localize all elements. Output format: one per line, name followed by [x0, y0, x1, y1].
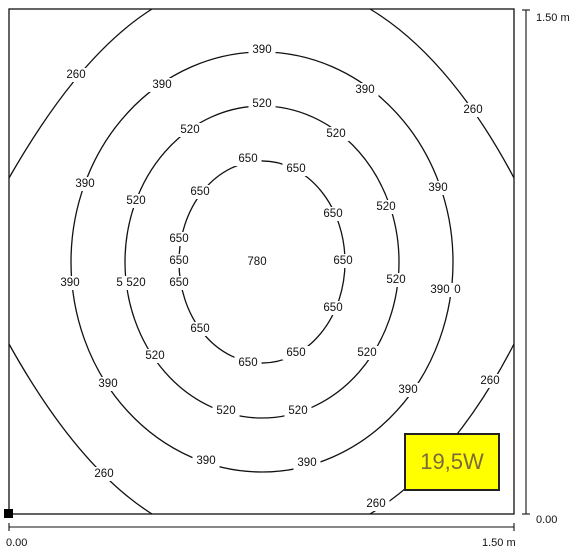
contour-labels: 780 650 650 650 650 650 650 650 650 650 650 650 650 5… — [56, 43, 504, 511]
contour-label-bg — [165, 254, 193, 268]
contour-label-bg — [284, 404, 312, 418]
contour-label-390: 390 — [355, 84, 374, 96]
contour-label-bg — [212, 404, 240, 418]
contour-label-bg — [192, 454, 220, 468]
contour-label-390: 390 — [152, 79, 171, 91]
contour-label-390: 390 — [75, 178, 94, 190]
contour-label-bg — [165, 276, 193, 290]
x-axis-max-label: 1.50 m — [482, 537, 516, 549]
contour-label-650: 650 — [286, 347, 305, 359]
contour-label-bg — [122, 276, 150, 290]
contour-label-bg — [319, 207, 347, 221]
contour-label-bg — [372, 200, 400, 214]
contour-label-bg — [424, 181, 452, 195]
contour-label-bg — [319, 301, 347, 315]
contour-label-520: 520 — [376, 201, 395, 213]
contour-label-650: 650 — [323, 302, 342, 314]
contour-label-520: 520 — [216, 405, 235, 417]
contour-label-650: 650 — [238, 357, 257, 369]
contour-label-650: 650 — [169, 255, 188, 267]
contour-label-bg — [329, 254, 357, 268]
contour-label-bg — [426, 283, 454, 297]
contour-label-260: 260 — [66, 69, 85, 81]
contour-label-390: 390 — [398, 384, 417, 396]
contour-label-bg — [248, 43, 276, 57]
contour-260-bottom-left — [8, 343, 153, 515]
contour-label-520: 520 — [288, 405, 307, 417]
y-axis-max-label: 1.50 m — [536, 12, 570, 24]
contour-label-780: 780 — [247, 256, 266, 268]
power-badge: 19,5W — [404, 433, 500, 491]
contour-label-520: 520 — [180, 124, 199, 136]
contour-label-bg — [94, 377, 122, 391]
contour-label-bg — [56, 276, 84, 290]
contour-label-650: 650 — [169, 277, 188, 289]
contour-label-650: 650 — [190, 186, 209, 198]
contour-label-bg — [459, 103, 487, 117]
contour-260-top-left — [8, 8, 153, 179]
contour-label-bg — [476, 374, 504, 388]
contour-label-bg — [351, 83, 379, 97]
contour-label-bg — [248, 97, 276, 111]
contour-label-bg — [62, 68, 90, 82]
contour-label-bg — [362, 497, 390, 511]
contour-label-650: 650 — [286, 163, 305, 175]
contour-label-bg — [243, 255, 271, 269]
contour-label-650: 650 — [190, 323, 209, 335]
contour-label-bg — [186, 185, 214, 199]
contour-label-520: 520 — [126, 277, 145, 289]
contour-label-390: 390 — [252, 44, 271, 56]
contour-label-260: 260 — [463, 104, 482, 116]
contour-label-390: 390 — [60, 277, 79, 289]
contour-label-650: 650 — [169, 233, 188, 245]
contour-label-bg — [165, 232, 193, 246]
contour-label-bg — [186, 322, 214, 336]
contour-label-bg — [394, 383, 422, 397]
contour-label-bg — [282, 346, 310, 360]
contour-label-bg — [382, 273, 410, 287]
contour-label-bg — [353, 346, 381, 360]
contour-label-bg — [234, 152, 262, 166]
contour-label-bg — [293, 456, 321, 470]
contour-label-650: 650 — [333, 255, 352, 267]
contour-label-bg — [148, 78, 176, 92]
contour-label-bg — [282, 162, 310, 176]
contour-label-260: 260 — [480, 375, 499, 387]
contour-label-650: 650 — [323, 208, 342, 220]
contour-label-520: 520 — [326, 128, 345, 140]
contour-label-bg — [176, 123, 204, 137]
contour-label-260: 260 — [94, 468, 113, 480]
contour-label-390: 390 — [428, 182, 447, 194]
contour-label-520: 520 — [252, 98, 271, 110]
contour-label-bg — [71, 177, 99, 191]
contour-260-top-right — [369, 8, 515, 179]
contour-label-390: 390 — [98, 378, 117, 390]
contour-label-bg — [234, 356, 262, 370]
contour-label-bg — [122, 194, 150, 208]
contour-label-650: 650 — [238, 153, 257, 165]
contour-label-260: 260 — [366, 498, 385, 510]
contour-label-520: 520 — [357, 347, 376, 359]
contour-label-520: 520 — [386, 274, 405, 286]
contour-label-390: 390 — [430, 284, 449, 296]
contour-label-bg — [141, 349, 169, 363]
contour-label-bg — [322, 127, 350, 141]
contour-label-390: 390 — [196, 455, 215, 467]
contour-label-520: 520 — [145, 350, 164, 362]
contour-label-390: 390 — [297, 457, 316, 469]
contour-label-520: 520 — [126, 195, 145, 207]
origin-marker — [4, 509, 13, 518]
x-axis-min-label: 0.00 — [6, 537, 27, 549]
y-axis-min-label: 0.00 — [536, 514, 557, 526]
plot-frame — [8, 8, 515, 515]
contour-label-bg — [90, 467, 118, 481]
